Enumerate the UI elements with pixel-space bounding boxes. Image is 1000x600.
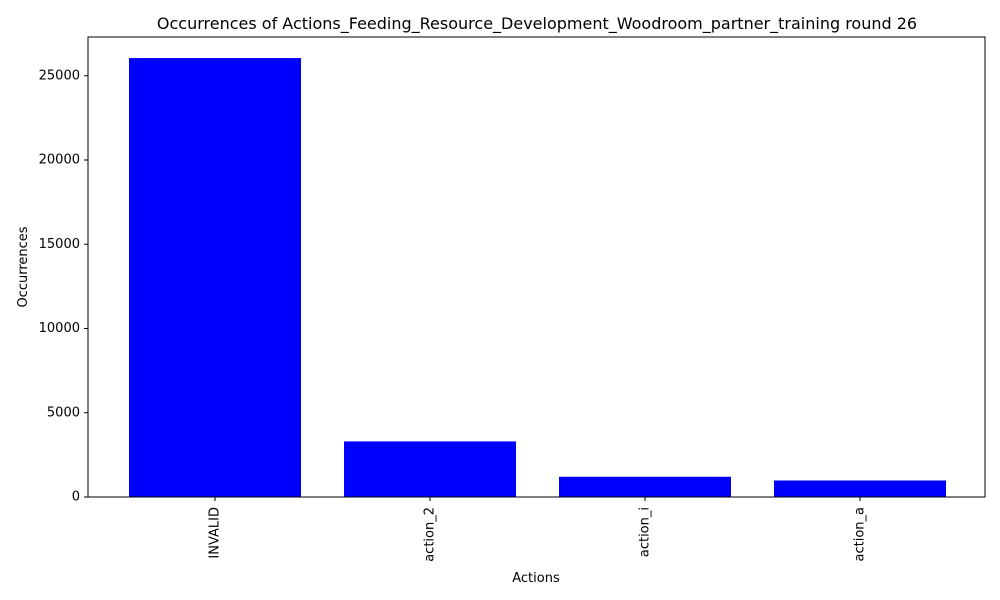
y-axis-ticks: 0 5000 10000 15000 20000 25000 [39, 68, 88, 505]
y-tick-label: 25000 [39, 68, 80, 83]
bars-group [129, 58, 946, 498]
bar-action-i [559, 476, 731, 497]
y-axis-label: Occurrences [16, 226, 31, 307]
y-tick-label: 20000 [39, 153, 80, 168]
chart-title: Occurrences of Actions_Feeding_Resource_… [157, 14, 917, 34]
bar-invalid [129, 58, 301, 498]
bar-action-a [774, 480, 946, 497]
y-tick-label: 10000 [39, 321, 80, 336]
plot-frame [87, 36, 986, 498]
x-axis-label: Actions [512, 571, 560, 586]
x-axis-ticks: INVALID action_2 action_i action_a [208, 497, 868, 562]
x-tick-label: action_i [638, 507, 653, 557]
y-tick-label: 15000 [39, 237, 80, 252]
y-tick-label: 0 [72, 490, 80, 505]
x-tick-label: action_2 [423, 507, 438, 562]
x-tick-label: INVALID [208, 507, 223, 559]
bar-action-2 [344, 441, 516, 497]
y-tick-label: 5000 [47, 405, 80, 420]
x-tick-label: action_a [853, 507, 868, 561]
